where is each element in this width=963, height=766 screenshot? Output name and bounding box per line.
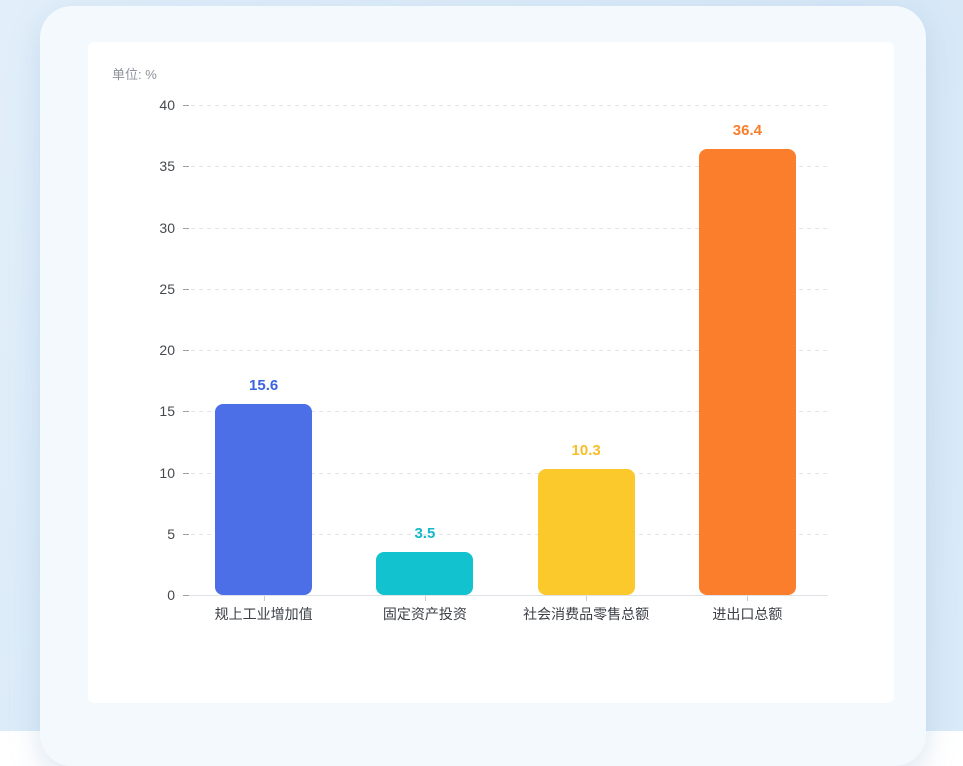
- x-axis-tick: [747, 596, 749, 601]
- chart-card: 单位: % 0 5 10 15 20 25 30 35 40 15.6 规上工业增加值 3.5 固定资产…: [88, 42, 894, 703]
- y-axis-tick: [183, 472, 189, 474]
- y-axis-tick: [183, 533, 189, 535]
- y-axis-label: 30: [159, 219, 175, 236]
- y-grid-line: [183, 350, 828, 351]
- y-axis-tick: [183, 105, 189, 106]
- y-axis-tick: [183, 350, 189, 351]
- y-axis-label: 5: [167, 525, 175, 542]
- x-category-label: 固定资产投资: [382, 606, 467, 622]
- bar: [215, 403, 313, 595]
- bar-value-label: 36.4: [732, 122, 762, 140]
- bar-value-label: 15.6: [249, 376, 279, 394]
- y-axis-tick: [183, 288, 189, 290]
- bar: [376, 552, 474, 595]
- y-axis-tick: [183, 166, 189, 168]
- bar: [537, 468, 635, 595]
- y-axis-tick: [183, 227, 189, 229]
- bar-chart: 单位: % 0 5 10 15 20 25 30 35 40 15.6 规上工业增加值 3.5 固定资产…: [88, 42, 894, 703]
- unit-label: 单位: %: [112, 67, 157, 82]
- y-axis-label: 25: [159, 280, 175, 297]
- x-axis-tick: [586, 596, 588, 601]
- y-axis-label: 40: [159, 97, 175, 113]
- x-category-label: 社会消费品零售总额: [523, 606, 650, 622]
- y-axis-label: 10: [159, 464, 175, 481]
- y-grid-line: [183, 105, 828, 106]
- x-axis-line: [183, 595, 828, 596]
- y-grid-line: [183, 411, 828, 413]
- y-grid-line: [183, 288, 828, 290]
- bar-value-label: 10.3: [571, 441, 601, 459]
- y-axis-tick: [183, 411, 189, 413]
- x-axis-tick: [263, 596, 265, 601]
- y-axis-label: 35: [159, 158, 175, 175]
- x-category-label: 进出口总额: [712, 606, 783, 622]
- x-category-label: 规上工业增加值: [214, 606, 313, 622]
- y-grid-line: [183, 472, 828, 474]
- y-axis-label: 15: [159, 403, 175, 420]
- y-axis-tick: [183, 595, 189, 596]
- x-axis-tick: [424, 596, 426, 601]
- bar: [698, 149, 796, 595]
- y-axis-label: 0: [167, 587, 175, 603]
- y-grid-line: [183, 227, 828, 229]
- content-panel: 单位: % 0 5 10 15 20 25 30 35 40 15.6 规上工业增加值 3.5 固定资产…: [40, 6, 926, 766]
- y-grid-line: [183, 533, 828, 535]
- y-grid-line: [183, 166, 828, 168]
- bar-value-label: 3.5: [414, 525, 436, 543]
- y-axis-label: 20: [159, 342, 175, 358]
